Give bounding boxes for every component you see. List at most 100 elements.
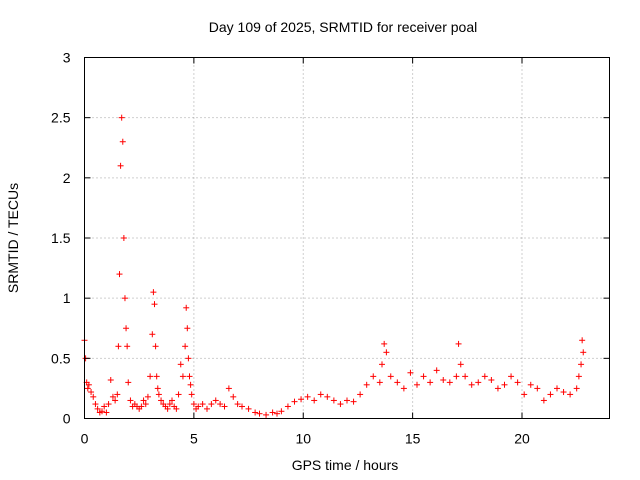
- data-point: [94, 405, 101, 412]
- x-axis-title: GPS time / hours: [292, 457, 399, 473]
- data-point: [579, 337, 586, 344]
- data-point: [225, 385, 232, 392]
- data-point: [567, 391, 574, 398]
- x-tick-label: 10: [295, 431, 311, 447]
- data-point: [383, 349, 390, 356]
- data-point: [107, 376, 114, 383]
- data-point: [199, 401, 206, 408]
- data-point: [387, 373, 394, 380]
- data-point: [256, 410, 263, 417]
- data-point: [453, 373, 460, 380]
- data-point: [488, 376, 495, 383]
- data-point: [115, 343, 122, 350]
- data-point: [190, 401, 197, 408]
- y-tick-label: 1.5: [51, 230, 71, 246]
- data-point: [263, 411, 270, 418]
- data-point: [554, 385, 560, 392]
- data-point: [173, 405, 180, 412]
- data-point: [414, 381, 420, 388]
- data-point: [376, 379, 383, 386]
- x-tick-label: 0: [81, 431, 89, 447]
- data-point: [278, 408, 285, 415]
- data-point: [427, 379, 434, 386]
- data-point: [578, 361, 585, 368]
- y-tick-label: 0.5: [51, 350, 71, 366]
- y-tick-label: 2.5: [51, 110, 71, 126]
- data-point: [92, 401, 99, 408]
- x-tick-label: 5: [190, 431, 198, 447]
- data-point: [234, 401, 241, 408]
- data-point: [158, 397, 165, 404]
- data-point: [118, 114, 125, 121]
- data-point: [245, 405, 252, 412]
- data-point: [164, 405, 171, 412]
- x-tick-labels: 0 5 10 15 20: [81, 431, 530, 447]
- y-axis-title: SRMTID / TECUs: [5, 183, 21, 293]
- data-point: [317, 391, 324, 398]
- data-point: [440, 376, 447, 383]
- data-point: [573, 385, 580, 392]
- data-point: [208, 401, 215, 408]
- data-point: [101, 403, 108, 410]
- data-point: [124, 343, 131, 350]
- data-point: [304, 393, 311, 400]
- data-point: [109, 393, 116, 400]
- data-point: [370, 373, 377, 380]
- data-point: [183, 304, 190, 311]
- data-point: [188, 391, 195, 398]
- data-point: [204, 405, 210, 412]
- data-point: [521, 391, 528, 398]
- data-point: [175, 391, 182, 398]
- data-point: [119, 138, 126, 145]
- data-point: [169, 397, 175, 404]
- data-point: [182, 343, 189, 350]
- data-point: [221, 403, 228, 410]
- data-point: [420, 373, 427, 380]
- data-point: [508, 373, 515, 380]
- data-point: [580, 349, 587, 356]
- data-point: [121, 295, 128, 302]
- data-point: [166, 401, 173, 408]
- data-point: [540, 397, 547, 404]
- data-point: [105, 401, 112, 408]
- data-point: [116, 271, 123, 278]
- data-point: [324, 393, 331, 400]
- data-point: [179, 373, 186, 380]
- data-point: [152, 343, 159, 350]
- data-point: [184, 325, 191, 332]
- data-point: [147, 373, 154, 380]
- data-point: [394, 379, 401, 386]
- data-point: [185, 355, 192, 362]
- data-point: [103, 409, 110, 416]
- data-point: [212, 397, 219, 404]
- data-point: [177, 361, 184, 368]
- data-point: [112, 397, 119, 404]
- data-point: [337, 401, 344, 408]
- data-point: [298, 396, 305, 403]
- data-point: [125, 379, 132, 386]
- data-point: [291, 398, 298, 405]
- data-point: [149, 331, 156, 338]
- data-point: [350, 398, 357, 405]
- y-tick-labels: 0 0.5 1 1.5 2 2.5 3: [51, 50, 71, 427]
- data-point: [501, 381, 508, 388]
- data-point: [462, 373, 469, 380]
- data-point: [468, 381, 475, 388]
- data-point: [230, 393, 237, 400]
- data-point: [144, 393, 151, 400]
- x-tick-label: 20: [514, 431, 530, 447]
- y-tick-label: 2: [63, 170, 71, 186]
- plot-frame: [84, 57, 610, 419]
- data-point: [481, 373, 488, 380]
- data-point: [88, 389, 95, 396]
- data-point: [547, 391, 554, 398]
- data-point: [357, 391, 364, 398]
- data-point: [274, 410, 280, 417]
- data-point: [155, 391, 162, 398]
- data-point: [239, 403, 245, 410]
- data-point: [151, 301, 158, 308]
- axis-ticks: [84, 57, 610, 419]
- grid-lines: [84, 57, 610, 419]
- data-point: [407, 369, 414, 376]
